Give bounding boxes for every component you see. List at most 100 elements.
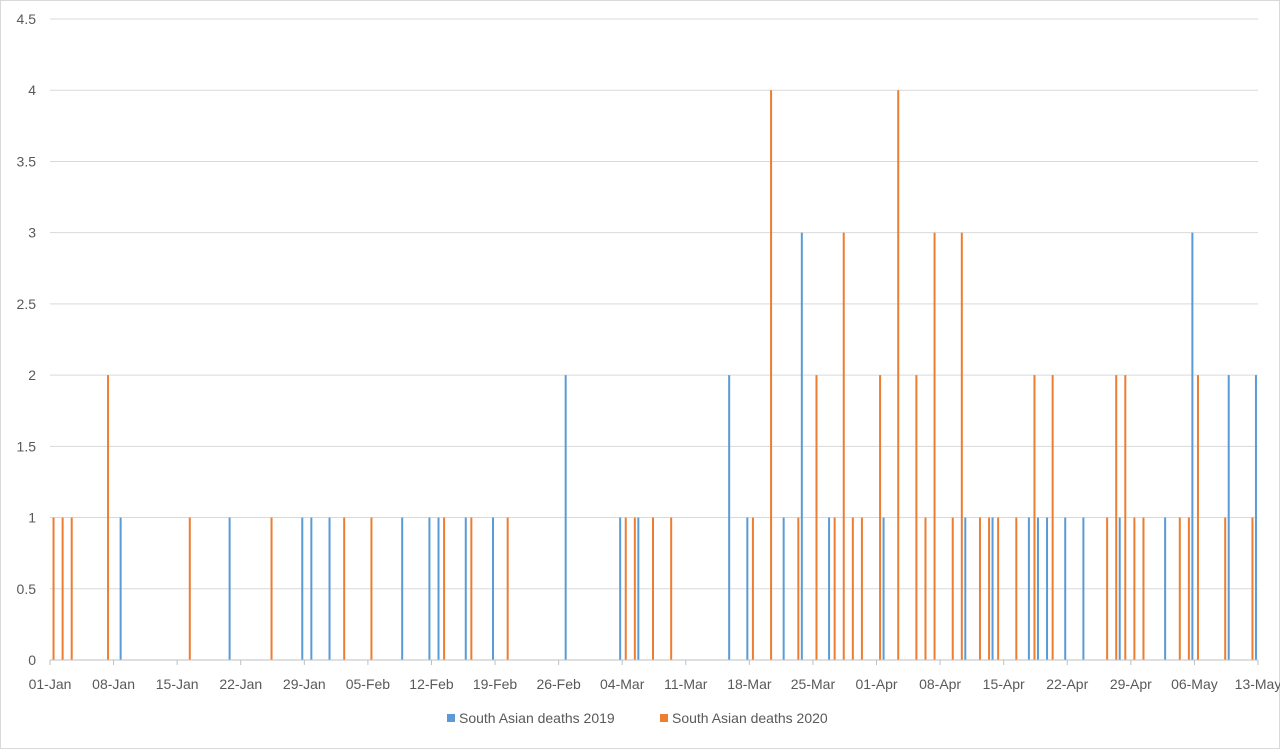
bar-2020	[833, 517, 836, 660]
bar-2020	[470, 517, 473, 660]
gridlines	[50, 18, 1258, 590]
bar-2020	[879, 375, 882, 660]
x-tick-label: 08-Jan	[92, 676, 135, 692]
bar-2020	[1251, 517, 1254, 660]
legend-label-2020: South Asian deaths 2020	[672, 710, 828, 726]
bar-2019	[1164, 517, 1167, 660]
bar-2020	[951, 517, 954, 660]
x-tick-label: 06-May	[1171, 676, 1218, 692]
bar-2019	[1191, 232, 1194, 660]
bar-2020	[270, 517, 273, 660]
x-tick-label: 08-Apr	[919, 676, 961, 692]
bar-2020	[1033, 375, 1036, 660]
bar-2019	[564, 375, 567, 660]
bar-2020	[924, 517, 927, 660]
bar-2019	[637, 517, 640, 660]
bar-2020	[960, 232, 963, 660]
y-tick-label: 2.5	[17, 296, 37, 312]
x-axis	[49, 659, 1259, 665]
bar-2019	[437, 517, 440, 660]
bar-2020	[1187, 517, 1190, 660]
bar-2019	[991, 517, 994, 660]
bar-2019	[428, 517, 431, 660]
legend-swatch-2020	[660, 714, 668, 722]
bar-2020	[933, 232, 936, 660]
legend-label-2019: South Asian deaths 2019	[459, 710, 615, 726]
bar-2019	[828, 517, 831, 660]
bar-2019	[1036, 517, 1039, 660]
bar-2020	[107, 375, 110, 660]
bars	[52, 90, 1257, 660]
bar-2019	[728, 375, 731, 660]
x-tick-label: 13-May	[1235, 676, 1280, 692]
x-tick-label: 11-Mar	[664, 676, 708, 692]
bar-2020	[1051, 375, 1054, 660]
x-tick-label: 01-Apr	[856, 676, 898, 692]
x-tick-label: 05-Feb	[346, 676, 391, 692]
y-tick-label: 1.5	[17, 438, 37, 454]
bar-2019	[964, 517, 967, 660]
bar-2019	[401, 517, 404, 660]
bar-2019	[301, 517, 304, 660]
x-tick-label: 29-Apr	[1110, 676, 1152, 692]
bar-2020	[797, 517, 800, 660]
x-tick-label: 19-Feb	[473, 676, 518, 692]
bar-2019	[1046, 517, 1049, 660]
bar-2020	[652, 517, 654, 660]
bar-2020	[978, 517, 981, 660]
x-tick-label: 12-Feb	[409, 676, 454, 692]
bar-2019	[782, 517, 785, 660]
bar-2019	[1254, 375, 1257, 660]
bar-2019	[1118, 517, 1121, 660]
bar-2020	[624, 517, 627, 660]
bar-2020	[343, 517, 346, 660]
legend: South Asian deaths 2019 South Asian deat…	[447, 710, 828, 726]
y-axis-tick-labels: 0 0.5 1 1.5 2 2.5 3 3.5 4 4.5	[17, 11, 37, 668]
bar-2020	[1124, 375, 1127, 660]
bar-2020	[860, 517, 863, 660]
x-tick-label: 01-Jan	[29, 676, 72, 692]
y-tick-label: 3.5	[17, 153, 37, 169]
bar-2020	[842, 232, 845, 660]
bar-2019	[882, 517, 885, 660]
bar-2020	[897, 90, 900, 660]
bar-2019	[1027, 517, 1030, 660]
bar-2019	[1082, 517, 1085, 660]
bar-2019	[119, 517, 122, 660]
y-tick-label: 4	[28, 82, 36, 98]
bar-2020	[851, 517, 854, 660]
x-tick-label: 25-Mar	[791, 676, 836, 692]
x-tick-label: 29-Jan	[283, 676, 326, 692]
bar-2019	[746, 517, 749, 660]
y-tick-label: 4.5	[17, 11, 37, 27]
bar-2020	[988, 517, 991, 660]
x-tick-label: 15-Apr	[983, 676, 1025, 692]
y-tick-label: 0.5	[17, 581, 37, 597]
y-tick-label: 2	[28, 367, 36, 383]
bar-2020	[1115, 375, 1118, 660]
bar-2020	[1142, 517, 1145, 660]
bar-2020	[70, 517, 73, 660]
bar-2019	[464, 517, 467, 660]
y-tick-label: 0	[28, 652, 36, 668]
x-tick-label: 18-Mar	[727, 676, 772, 692]
bar-2020	[770, 90, 773, 660]
legend-swatch-2019	[447, 714, 455, 722]
x-tick-label: 22-Apr	[1046, 676, 1088, 692]
x-tick-label: 22-Jan	[219, 676, 262, 692]
x-tick-label: 15-Jan	[156, 676, 199, 692]
bar-2019	[492, 517, 495, 660]
bar-2020	[1015, 517, 1018, 660]
x-tick-label: 26-Feb	[536, 676, 581, 692]
y-tick-label: 1	[28, 510, 36, 526]
bar-2020	[997, 517, 1000, 660]
bar-2020	[61, 517, 64, 660]
bar-2020	[751, 517, 754, 660]
bar-2020	[1133, 517, 1136, 660]
bar-2020	[188, 517, 191, 660]
bar-2020	[506, 517, 509, 660]
bar-2019	[228, 517, 231, 660]
bar-2019	[619, 517, 622, 660]
